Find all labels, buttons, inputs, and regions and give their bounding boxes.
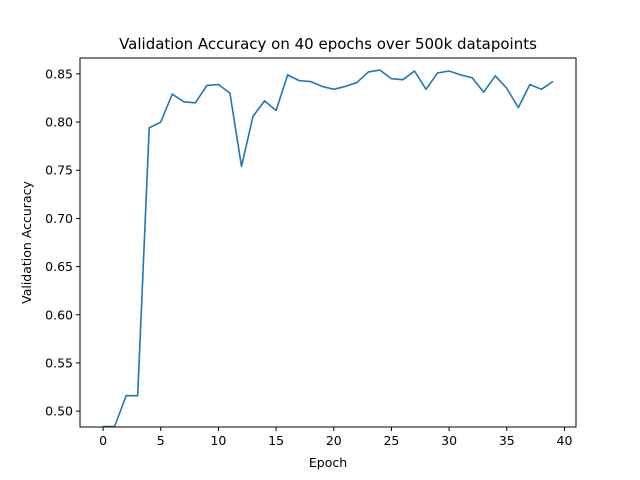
x-tick-label: 10 bbox=[210, 433, 226, 448]
x-tick-label: 25 bbox=[383, 433, 399, 448]
x-tick-label: 15 bbox=[268, 433, 284, 448]
y-tick-label: 0.80 bbox=[45, 115, 73, 130]
y-tick-label: 0.65 bbox=[45, 259, 73, 274]
y-tick-label: 0.70 bbox=[45, 211, 73, 226]
y-tick-label: 0.85 bbox=[45, 66, 73, 81]
x-tick-label: 35 bbox=[499, 433, 515, 448]
x-tick-label: 5 bbox=[157, 433, 165, 448]
x-tick-label: 0 bbox=[99, 433, 107, 448]
y-tick-label: 0.60 bbox=[45, 307, 73, 322]
plot-frame bbox=[79, 57, 577, 428]
x-tick-label: 40 bbox=[557, 433, 573, 448]
x-axis-label: Epoch bbox=[309, 455, 347, 470]
x-tick-label: 30 bbox=[441, 433, 457, 448]
plot-area bbox=[103, 69, 554, 428]
x-axis: 0 5 10 15 20 25 30 35 40 bbox=[99, 427, 572, 448]
y-tick-label: 0.75 bbox=[45, 163, 73, 178]
chart-title: Validation Accuracy on 40 epochs over 50… bbox=[119, 35, 537, 53]
y-tick-label: 0.50 bbox=[45, 404, 73, 419]
y-axis-label: Validation Accuracy bbox=[19, 181, 34, 304]
x-tick-label: 20 bbox=[326, 433, 342, 448]
series-line bbox=[103, 69, 554, 428]
y-axis: 0.50 0.55 0.60 0.65 0.70 0.75 0.80 0.85 bbox=[45, 66, 80, 419]
y-tick-label: 0.55 bbox=[45, 355, 73, 370]
